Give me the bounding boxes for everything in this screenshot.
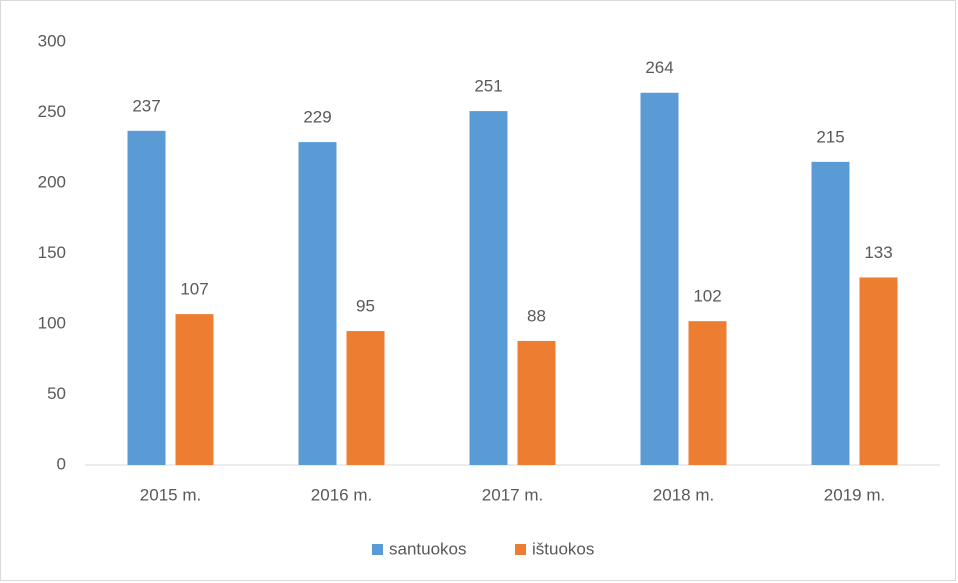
y-tick-label: 50 <box>47 384 66 403</box>
bar <box>469 111 508 465</box>
bar <box>859 277 898 465</box>
bar <box>811 161 850 465</box>
data-label: 107 <box>180 280 208 299</box>
bar <box>175 314 214 465</box>
data-label: 88 <box>527 306 546 325</box>
bar <box>346 331 385 465</box>
data-label: 133 <box>864 243 892 262</box>
data-label: 102 <box>693 287 721 306</box>
bar <box>127 130 166 465</box>
data-label: 215 <box>816 127 844 146</box>
y-tick-label: 250 <box>38 102 66 121</box>
legend-label: ištuokos <box>532 539 594 558</box>
data-label: 264 <box>645 58 673 77</box>
data-label: 237 <box>132 96 160 115</box>
bar <box>688 321 727 465</box>
x-tick-label: 2017 m. <box>482 485 543 504</box>
data-label: 251 <box>474 77 502 96</box>
x-tick-label: 2016 m. <box>311 485 372 504</box>
x-tick-label: 2018 m. <box>653 485 714 504</box>
legend-swatch <box>372 544 383 555</box>
bar <box>640 92 679 465</box>
y-tick-label: 0 <box>57 454 66 473</box>
y-tick-label: 100 <box>38 313 66 332</box>
bar <box>517 340 556 465</box>
x-tick-label: 2015 m. <box>140 485 201 504</box>
bar <box>298 142 337 466</box>
data-label: 95 <box>356 297 375 316</box>
data-label: 229 <box>303 108 331 127</box>
x-tick-label: 2019 m. <box>824 485 885 504</box>
y-tick-label: 200 <box>38 172 66 191</box>
legend-label: santuokos <box>389 539 467 558</box>
y-tick-label: 150 <box>38 243 66 262</box>
y-tick-label: 300 <box>38 31 66 50</box>
legend-swatch <box>515 544 526 555</box>
